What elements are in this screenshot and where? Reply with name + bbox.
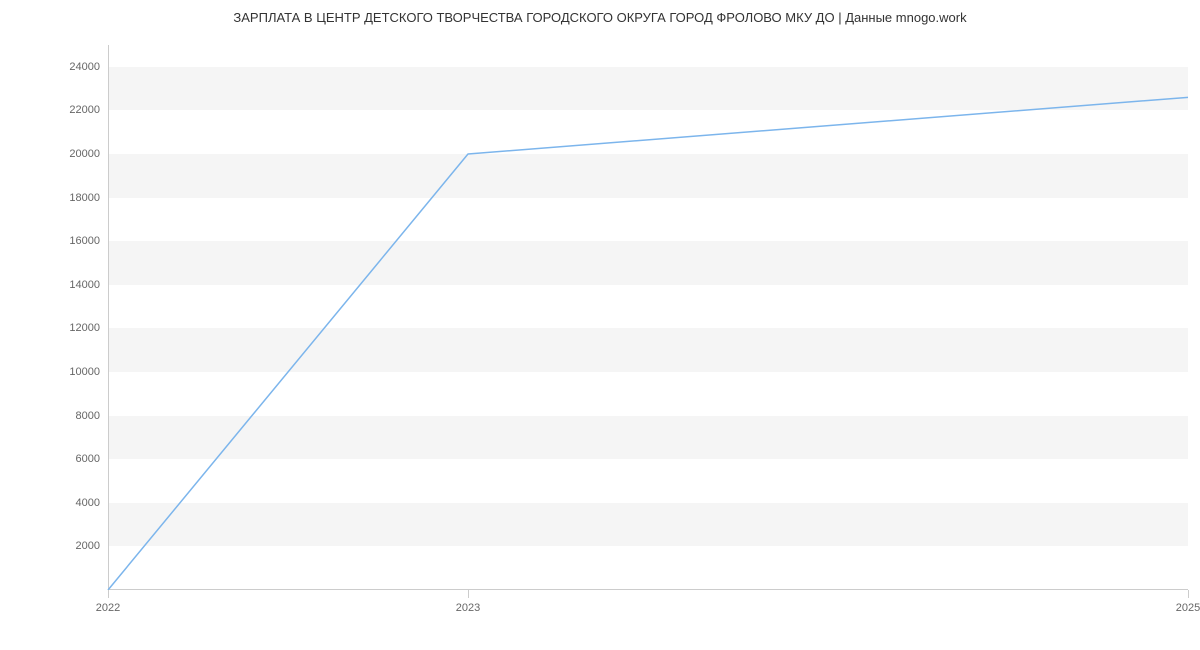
y-tick-label: 16000: [69, 235, 108, 247]
y-tick-label: 6000: [76, 453, 108, 465]
x-tick-label: 2025: [1176, 590, 1200, 614]
y-tick-label: 24000: [69, 61, 108, 73]
y-tick-label: 18000: [69, 192, 108, 204]
y-tick-label: 22000: [69, 104, 108, 116]
chart-title: ЗАРПЛАТА В ЦЕНТР ДЕТСКОГО ТВОРЧЕСТВА ГОР…: [0, 10, 1200, 25]
x-tick-label: 2023: [456, 590, 480, 614]
y-tick-label: 12000: [69, 322, 108, 334]
series-line-salary: [108, 97, 1188, 590]
chart-container: ЗАРПЛАТА В ЦЕНТР ДЕТСКОГО ТВОРЧЕСТВА ГОР…: [0, 0, 1200, 650]
y-tick-label: 4000: [76, 497, 108, 509]
y-tick-label: 10000: [69, 366, 108, 378]
plot-area: 2000400060008000100001200014000160001800…: [108, 45, 1188, 590]
y-tick-label: 2000: [76, 540, 108, 552]
y-tick-label: 20000: [69, 148, 108, 160]
y-tick-label: 8000: [76, 410, 108, 422]
y-tick-label: 14000: [69, 279, 108, 291]
line-layer: [108, 45, 1188, 590]
x-tick-label: 2022: [96, 590, 120, 614]
